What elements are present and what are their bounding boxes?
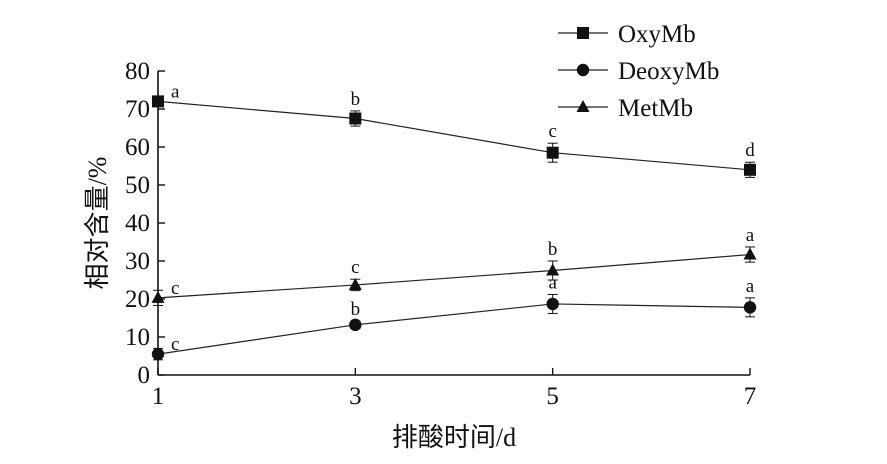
y-axis-title: 相对含量/% xyxy=(83,157,112,290)
data-point-marker xyxy=(743,247,757,260)
significance-label: c xyxy=(548,121,556,142)
legend-label: OxyMb xyxy=(618,21,696,48)
y-tick-label: 60 xyxy=(125,134,150,161)
x-tick-label: 3 xyxy=(349,383,362,410)
significance-label: b xyxy=(351,89,361,110)
y-tick-label: 40 xyxy=(125,210,150,237)
legend: OxyMb DeoxyMb MetMb xyxy=(558,21,719,122)
y-tick-label: 50 xyxy=(125,172,150,199)
significance-label: a xyxy=(171,81,180,102)
legend-label: DeoxyMb xyxy=(618,58,719,85)
legend-marker xyxy=(577,27,589,39)
data-point-marker xyxy=(349,318,362,332)
significance-label: a xyxy=(746,225,755,246)
y-tick-label: 20 xyxy=(125,286,150,313)
legend-marker xyxy=(576,63,590,77)
data-point-marker xyxy=(546,297,559,311)
y-tick-label: 0 xyxy=(138,362,151,389)
y-tick-label: 30 xyxy=(125,248,150,275)
x-tick-label: 5 xyxy=(546,383,559,410)
data-point-marker xyxy=(348,277,362,290)
legend-label: MetMb xyxy=(618,95,693,122)
data-point-marker xyxy=(546,146,559,159)
significance-label: d xyxy=(745,140,755,161)
legend-item-deoxymb: DeoxyMb xyxy=(558,58,719,85)
y-tick-label: 80 xyxy=(125,58,150,85)
significance-label: a xyxy=(746,276,755,297)
x-tick-label: 1 xyxy=(152,383,165,410)
series-deoxymb: c b a a xyxy=(151,272,757,361)
series-line xyxy=(157,100,751,171)
data-point-marker xyxy=(152,95,164,108)
axes: 0 10 20 30 40 50 60 70 80 1 3 5 7 xyxy=(125,58,756,410)
data-point-marker xyxy=(151,290,165,303)
series-line xyxy=(157,303,751,355)
legend-item-metmb: MetMb xyxy=(558,95,693,122)
x-axis-title: 排酸时间/d xyxy=(392,423,516,452)
legend-marker xyxy=(576,100,590,112)
series-line xyxy=(157,253,751,299)
data-point-marker xyxy=(546,263,560,276)
series-oxymb: a b c d xyxy=(152,81,756,178)
legend-item-oxymb: OxyMb xyxy=(558,21,696,48)
significance-label: a xyxy=(548,272,557,293)
x-tick-label: 7 xyxy=(744,383,757,410)
data-point-marker xyxy=(151,347,165,361)
significance-label: c xyxy=(171,278,179,299)
data-point-marker xyxy=(349,112,362,125)
significance-label: c xyxy=(171,334,179,355)
y-tick-label: 70 xyxy=(125,96,150,123)
significance-label: b xyxy=(351,299,361,320)
significance-label: c xyxy=(351,257,359,278)
data-point-marker xyxy=(743,301,757,314)
y-tick-label: 10 xyxy=(125,324,150,351)
data-point-marker xyxy=(744,163,756,176)
significance-label: b xyxy=(548,239,558,260)
